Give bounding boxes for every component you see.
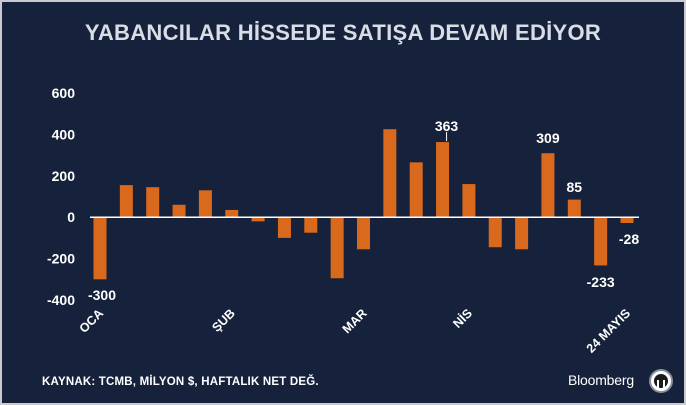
bar [357, 217, 370, 250]
data-label: -233 [587, 274, 615, 290]
bar [567, 199, 581, 218]
x-category-label: NİS [450, 306, 475, 331]
bar [383, 129, 397, 218]
bar [198, 190, 212, 218]
data-label: 85 [567, 179, 583, 195]
bar [172, 204, 186, 218]
bar [304, 217, 318, 233]
bar [146, 187, 160, 218]
x-category-label: ŞUB [209, 306, 238, 335]
y-tick-label: 600 [52, 85, 76, 101]
y-tick-label: 400 [52, 126, 76, 142]
data-label: 309 [536, 130, 560, 146]
bar [330, 217, 344, 279]
brand-logo-text: Bloomberg [568, 372, 634, 388]
y-tick-label: -400 [47, 292, 75, 308]
source-note: KAYNAK: TCMB, MİLYON $, HAFTALIK NET DEĞ… [42, 376, 319, 388]
bar [251, 217, 265, 222]
bar [277, 217, 291, 238]
y-tick-label: -200 [47, 251, 75, 267]
bar [225, 209, 239, 218]
data-label: 363 [435, 118, 459, 134]
bar [620, 217, 634, 223]
x-category-label: OCA [77, 306, 107, 336]
bar [409, 162, 423, 218]
bar [594, 217, 608, 266]
bar [462, 184, 476, 218]
chart-title: YABANCILAR HİSSEDE SATIŞA DEVAM EDİYOR [84, 20, 602, 45]
data-label: -28 [619, 231, 639, 247]
x-category-label: MAR [340, 306, 370, 336]
y-tick-label: 0 [67, 209, 75, 225]
bar [93, 217, 107, 280]
bar [488, 217, 502, 248]
bar [436, 142, 450, 218]
data-label: -300 [88, 287, 116, 303]
seal-icon [649, 369, 673, 393]
x-category-label: 24 MAYIS [584, 306, 633, 355]
bar [541, 153, 555, 218]
bar [119, 185, 133, 218]
y-tick-label: 200 [52, 168, 76, 184]
bar [515, 217, 529, 250]
